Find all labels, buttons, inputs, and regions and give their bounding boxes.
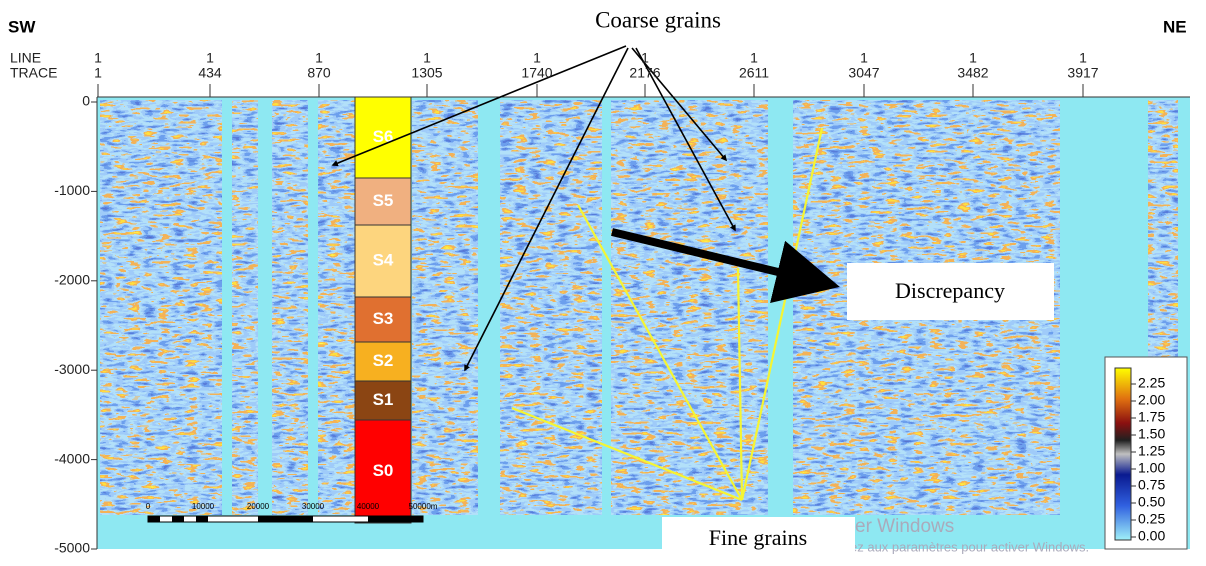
colorbar-label: 1.50	[1138, 426, 1165, 442]
trace-tick-label: 1	[94, 65, 102, 81]
colorbar-label: 0.75	[1138, 477, 1165, 493]
line-tick-label: 1	[423, 50, 431, 66]
scale-label: 10000	[192, 502, 215, 511]
stratum-label: S6	[373, 127, 394, 146]
colorbar-label: 0.25	[1138, 511, 1165, 527]
seismic-panel	[318, 100, 355, 515]
watermark-line-2: ez aux paramètres pour activer Windows.	[850, 539, 1089, 554]
scale-label: 50000m	[409, 502, 438, 511]
fine-label: Fine grains	[709, 525, 807, 550]
line-tick-label: 1	[969, 50, 977, 66]
stratum-label: S3	[373, 309, 394, 328]
colorbar-label: 1.25	[1138, 443, 1165, 459]
trace-tick-label: 434	[198, 65, 222, 81]
colorbar-label: 0.00	[1138, 528, 1165, 544]
line-tick-label: 1	[94, 50, 102, 66]
seismic-panel	[100, 100, 222, 515]
trace-tick-label: 870	[307, 65, 331, 81]
colorbar-label: 1.00	[1138, 460, 1165, 476]
trace-label: TRACE	[10, 65, 57, 81]
depth-tick-label: -3000	[54, 361, 90, 377]
watermark-line-1: er Windows	[855, 516, 954, 537]
stratum-label: S4	[373, 250, 394, 269]
scale-label: 0	[146, 502, 151, 511]
discrepancy-label: Discrepancy	[895, 278, 1005, 303]
seismic-panel	[232, 100, 258, 515]
strata-column: S6 S5 S4 S3 S2 S1 S0	[355, 97, 411, 523]
line-tick-label: 1	[206, 50, 214, 66]
line-tick-label: 1	[750, 50, 758, 66]
line-label: LINE	[10, 50, 41, 66]
left-direction: SW	[8, 17, 36, 36]
colorbar-label: 2.00	[1138, 392, 1165, 408]
seismic-panel	[272, 100, 308, 515]
annotation: Coarse grains	[595, 7, 721, 32]
seismic-panel	[412, 100, 478, 515]
colorbar-label: 1.75	[1138, 409, 1165, 425]
right-direction: NE	[1163, 17, 1187, 36]
line-tick-label: 1	[641, 50, 649, 66]
depth-tick-label: -5000	[54, 540, 90, 556]
stratum-label: S5	[373, 191, 394, 210]
stratum-label: S0	[373, 461, 394, 480]
trace-tick-label: 2611	[739, 65, 769, 81]
colorbar: 2.252.001.751.501.251.000.750.500.250.00	[1105, 357, 1187, 549]
trace-tick-label: 1305	[411, 65, 442, 81]
stratum-label: S2	[373, 351, 394, 370]
scale-label: 40000	[357, 502, 380, 511]
trace-tick-label: 1740	[521, 65, 552, 81]
depth-tick-label: 0	[82, 93, 90, 109]
depth-tick-label: -1000	[54, 182, 90, 198]
scale-segment	[172, 516, 184, 522]
scale-segment	[258, 516, 313, 522]
scale-segment	[196, 516, 208, 522]
seismic-panel	[500, 100, 602, 515]
trace-tick-label: 2176	[629, 65, 660, 81]
line-tick-label: 1	[315, 50, 323, 66]
depth-tick-label: -2000	[54, 272, 90, 288]
line-tick-label: 1	[533, 50, 541, 66]
trace-tick-label: 3917	[1067, 65, 1098, 81]
colorbar-label: 2.25	[1138, 375, 1165, 391]
stratum-label: S1	[373, 390, 394, 409]
scale-label: 30000	[302, 502, 325, 511]
line-tick-label: 1	[860, 50, 868, 66]
scale-label: 20000	[247, 502, 270, 511]
trace-tick-label: 3047	[848, 65, 879, 81]
colorbar-label: 0.50	[1138, 494, 1165, 510]
figure: SW NE Coarse grains LINE TRACE S6S5S4S3S…	[0, 0, 1206, 561]
line-tick-label: 1	[1079, 50, 1087, 66]
trace-tick-label: 3482	[957, 65, 988, 81]
scale-segment	[148, 516, 160, 522]
depth-tick-label: -4000	[54, 450, 90, 466]
scale-segment	[368, 516, 423, 522]
